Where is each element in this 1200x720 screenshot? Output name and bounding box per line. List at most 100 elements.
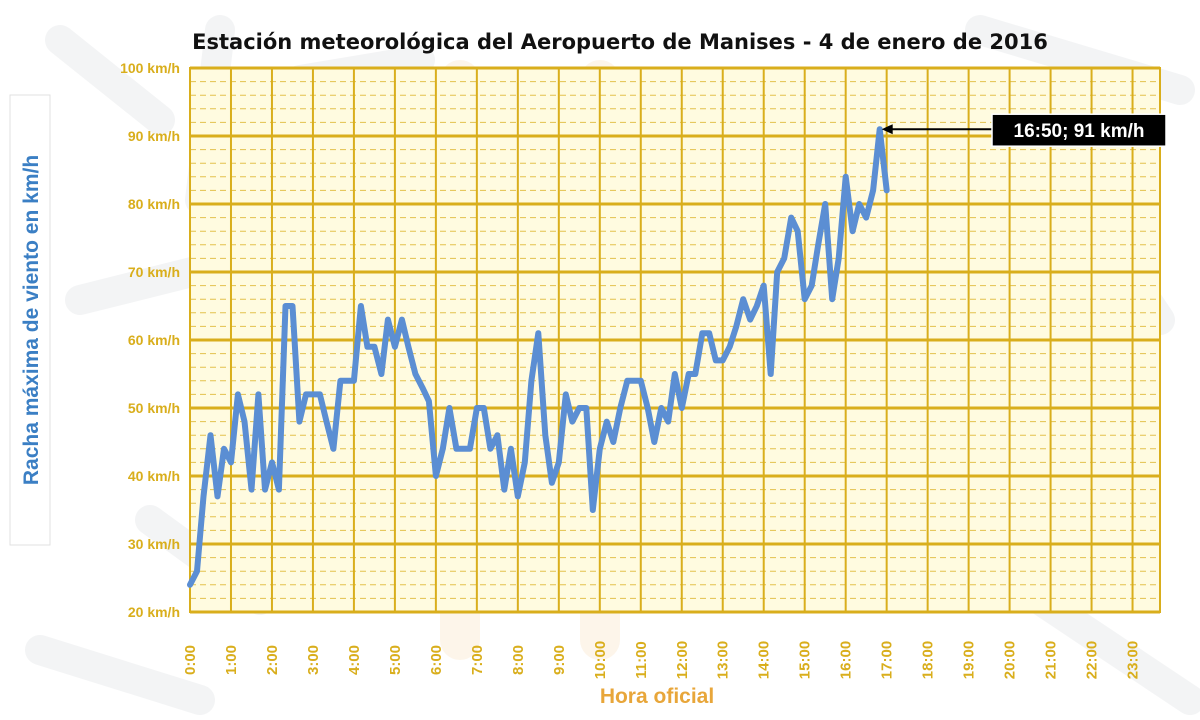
- data-point: [795, 229, 800, 233]
- data-point: [877, 127, 882, 131]
- data-point: [734, 324, 739, 329]
- data-point: [557, 460, 561, 465]
- data-point: [741, 297, 746, 302]
- y-tick-label: 100 km/h: [120, 60, 180, 76]
- data-point: [468, 447, 472, 451]
- data-point: [686, 372, 691, 376]
- data-point: [379, 372, 384, 376]
- data-point: [365, 345, 370, 349]
- x-axis-ticks: 0:00 1:00 2:00 3:00 4:00 5:00 6:00 7:00 8:00 9:00…: [182, 641, 1142, 679]
- data-point: [454, 447, 459, 451]
- data-point: [598, 447, 602, 451]
- plot-frame: [189, 67, 1161, 613]
- data-point: [782, 256, 787, 261]
- data-point: [304, 392, 308, 397]
- data-point: [386, 317, 390, 322]
- x-tick-label: 14:00: [756, 641, 773, 679]
- data-point: [618, 406, 623, 410]
- data-point: [830, 297, 834, 302]
- x-tick-label: 12:00: [674, 641, 691, 679]
- data-point: [536, 331, 541, 336]
- data-point: [318, 392, 322, 397]
- x-tick-label: 23:00: [1125, 641, 1142, 679]
- data-point: [297, 419, 302, 424]
- x-axis-label: Hora oficial: [600, 685, 714, 708]
- x-tick-label: 11:00: [633, 641, 650, 679]
- x-tick-label: 10:00: [592, 641, 609, 679]
- y-tick-label: 50 km/h: [128, 400, 180, 416]
- data-point: [201, 494, 206, 499]
- x-tick-label: 4:00: [346, 645, 363, 675]
- x-tick-label: 6:00: [428, 645, 445, 675]
- y-tick-label: 90 km/h: [128, 128, 180, 144]
- data-point: [577, 406, 582, 410]
- data-point: [659, 406, 664, 410]
- x-tick-label: 3:00: [305, 645, 322, 675]
- data-point: [277, 487, 281, 492]
- x-tick-label: 0:00: [182, 645, 199, 675]
- minor-gridlines: [190, 81, 1160, 599]
- x-tick-label: 1:00: [223, 645, 240, 675]
- data-point: [850, 229, 855, 233]
- data-point: [836, 256, 841, 261]
- annotation-arrowhead: [881, 124, 893, 135]
- x-tick-label: 19:00: [961, 641, 978, 679]
- data-point: [645, 406, 650, 410]
- data-point: [707, 331, 712, 336]
- data-point: [372, 345, 377, 349]
- data-point: [393, 345, 397, 349]
- data-point: [311, 392, 315, 397]
- data-point: [461, 447, 466, 451]
- data-point: [591, 508, 595, 512]
- data-points: [188, 127, 889, 587]
- data-point: [475, 406, 479, 410]
- data-point: [611, 440, 616, 444]
- data-point: [509, 447, 513, 451]
- data-point: [331, 447, 336, 451]
- data-point: [290, 304, 295, 308]
- data-point: [884, 188, 889, 193]
- data-point: [229, 460, 233, 465]
- data-point: [638, 379, 643, 383]
- y-tick-label: 60 km/h: [128, 332, 180, 348]
- x-tick-label: 5:00: [387, 645, 404, 675]
- data-point: [543, 433, 548, 438]
- data-point: [727, 345, 732, 349]
- data-point: [488, 447, 493, 451]
- data-point: [672, 372, 677, 376]
- data-point: [324, 419, 329, 424]
- data-point: [871, 188, 875, 193]
- data-point: [570, 419, 575, 424]
- data-point: [563, 392, 568, 397]
- data-point: [652, 440, 657, 444]
- data-point: [720, 358, 725, 363]
- data-point: [400, 317, 404, 322]
- data-point: [427, 399, 431, 404]
- data-point: [843, 175, 848, 179]
- data-point: [283, 304, 288, 308]
- data-point: [406, 345, 411, 349]
- y-tick-label: 80 km/h: [128, 196, 180, 212]
- x-tick-label: 8:00: [510, 645, 527, 675]
- data-point: [236, 392, 240, 397]
- annotation-box: [991, 113, 1167, 147]
- x-tick-label: 17:00: [879, 641, 896, 679]
- y-axis-label: Racha máxima de viento en km/h: [20, 155, 43, 485]
- data-point: [345, 379, 349, 383]
- data-point: [679, 406, 684, 410]
- data-point: [700, 331, 705, 336]
- x-tick-label: 21:00: [1043, 641, 1060, 679]
- data-point: [625, 379, 630, 383]
- data-point: [761, 283, 766, 288]
- data-point: [359, 304, 363, 308]
- x-tick-label: 16:00: [838, 641, 855, 679]
- data-point: [447, 406, 452, 410]
- y-tick-label: 30 km/h: [128, 536, 180, 552]
- data-point: [482, 406, 486, 410]
- data-point: [188, 583, 192, 587]
- data-point: [222, 447, 226, 451]
- data-point: [420, 385, 425, 390]
- data-point: [495, 433, 500, 438]
- data-point: [434, 474, 438, 478]
- x-tick-label: 13:00: [715, 641, 732, 679]
